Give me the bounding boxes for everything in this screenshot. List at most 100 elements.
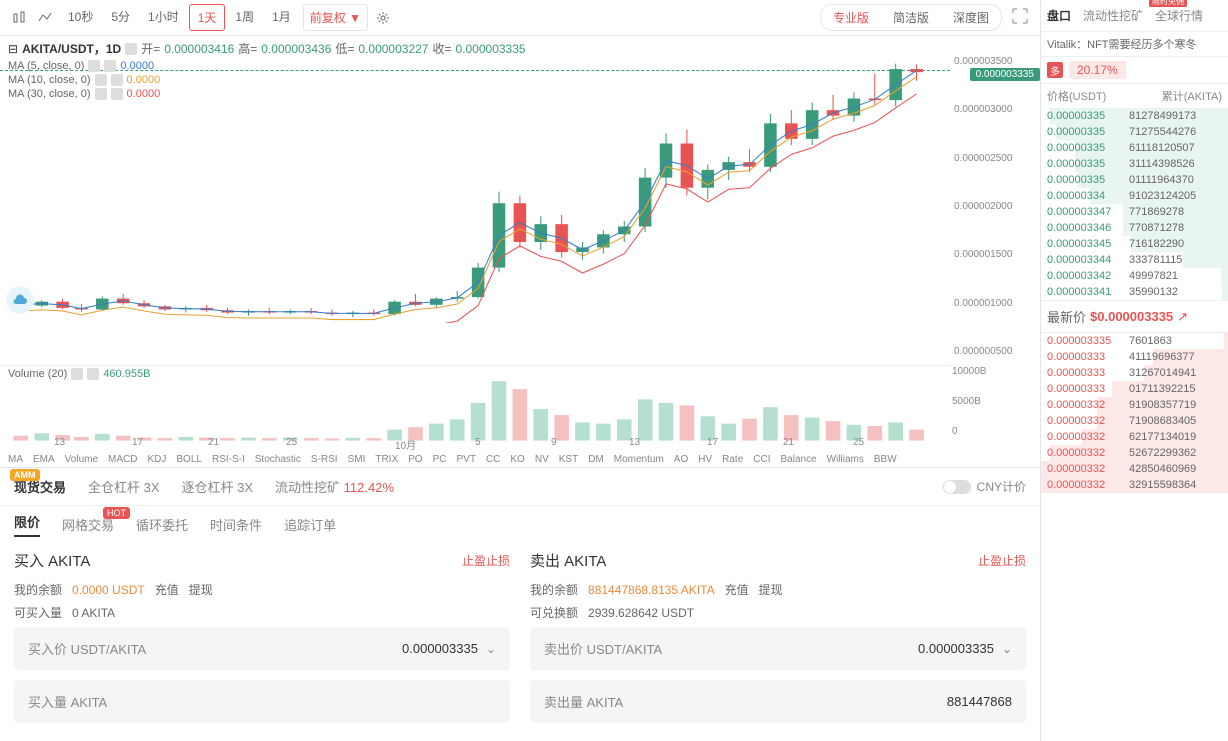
vol-close-icon[interactable] — [87, 368, 99, 380]
ob-row[interactable]: 0.0000033357601863 — [1041, 333, 1228, 349]
ob-row[interactable]: 0.0000033291908357719 — [1041, 397, 1228, 413]
ob-row[interactable]: 0.0000033501111964370 — [1041, 172, 1228, 188]
ma-settings-icon[interactable] — [95, 74, 107, 86]
ob-row[interactable]: 0.000003346770871278 — [1041, 220, 1228, 236]
indicator-TRIX[interactable]: TRIX — [375, 454, 398, 465]
ob-row[interactable]: 0.0000033561118120507 — [1041, 140, 1228, 156]
news-ticker[interactable]: Vitalik：NFT需要经历多个寒冬 — [1041, 32, 1228, 57]
sell-deposit-link[interactable]: 充值 — [725, 581, 749, 598]
ma-close-icon[interactable] — [104, 60, 116, 72]
trade-tab-0[interactable]: AMM现货交易 — [14, 477, 66, 496]
candle-icon[interactable] — [8, 7, 30, 29]
chevron-down-icon[interactable]: ⌄ — [486, 642, 496, 656]
buy-stop-link[interactable]: 止盈止损 — [462, 552, 510, 569]
volume-chart[interactable]: Volume (20) 460.955B 10000B5000B0 — [0, 365, 950, 437]
symbol-settings-icon[interactable] — [125, 43, 137, 55]
ma-close-icon[interactable] — [111, 88, 123, 100]
ob-row[interactable]: 0.000003347771869278 — [1041, 204, 1228, 220]
view-深度图[interactable]: 深度图 — [941, 5, 1001, 30]
indicator-KDJ[interactable]: KDJ — [147, 454, 166, 465]
order-tab-2[interactable]: 循环委托 — [136, 515, 188, 534]
ob-row[interactable]: 0.0000033232915598364 — [1041, 477, 1228, 493]
gear-icon[interactable] — [372, 7, 394, 29]
ob-row[interactable]: 0.0000033262177134019 — [1041, 429, 1228, 445]
indicator-PC[interactable]: PC — [433, 454, 447, 465]
indicator-Volume[interactable]: Volume — [65, 454, 98, 465]
indicator-Rate[interactable]: Rate — [722, 454, 743, 465]
fullscreen-icon[interactable] — [1012, 8, 1032, 28]
indicator-SMI[interactable]: SMI — [348, 454, 366, 465]
indicator-KO[interactable]: KO — [510, 454, 524, 465]
sell-withdraw-link[interactable]: 提现 — [759, 581, 783, 598]
trade-tab-1[interactable]: 全仓杠杆 3X — [88, 477, 160, 496]
toggle-switch[interactable] — [943, 480, 971, 494]
order-tab-1[interactable]: 网格交易HOT — [62, 515, 114, 534]
indicator-S-RSI[interactable]: S-RSI — [311, 454, 338, 465]
sell-amount-input[interactable]: 卖出量 AKITA 881447868 — [530, 680, 1026, 723]
timeframe-1小时[interactable]: 1小时 — [140, 4, 187, 31]
ma-settings-icon[interactable] — [95, 88, 107, 100]
ob-row[interactable]: 0.0000033341119696377 — [1041, 349, 1228, 365]
trade-tab-3[interactable]: 流动性挖矿 112.42% — [275, 477, 394, 496]
right-tab-2[interactable]: 全球行情 — [1149, 7, 1209, 24]
ob-row[interactable]: 0.0000033571275544276 — [1041, 124, 1228, 140]
cloud-icon[interactable] — [6, 286, 34, 314]
indicator-MA[interactable]: MA — [8, 454, 23, 465]
indicator-PO[interactable]: PO — [408, 454, 422, 465]
line-icon[interactable] — [34, 7, 56, 29]
buy-deposit-link[interactable]: 充值 — [155, 581, 179, 598]
indicator-EMA[interactable]: EMA — [33, 454, 55, 465]
indicator-AO[interactable]: AO — [674, 454, 688, 465]
timeframe-1天[interactable]: 1天 — [189, 4, 226, 31]
indicator-DM[interactable]: DM — [588, 454, 604, 465]
trade-tab-2[interactable]: 逐仓杠杆 3X — [182, 477, 254, 496]
buy-withdraw-link[interactable]: 提现 — [189, 581, 213, 598]
chart-area[interactable]: ⊟ AKITA/USDT，1D 开=0.000003416 高=0.000003… — [0, 36, 1040, 468]
indicator-MACD[interactable]: MACD — [108, 454, 137, 465]
vol-settings-icon[interactable] — [71, 368, 83, 380]
chevron-down-icon[interactable]: ⌄ — [1002, 642, 1012, 656]
adjust-select[interactable]: 前复权 ▼ — [303, 4, 368, 31]
ma-close-icon[interactable] — [111, 74, 123, 86]
ob-row[interactable]: 0.0000033271908683405 — [1041, 413, 1228, 429]
ob-row[interactable]: 0.0000033331267014941 — [1041, 365, 1228, 381]
ob-row[interactable]: 0.000003345716182290 — [1041, 236, 1228, 252]
ob-row[interactable]: 0.0000033242850460969 — [1041, 461, 1228, 477]
indicator-KST[interactable]: KST — [559, 454, 578, 465]
timeframe-5分[interactable]: 5分 — [103, 4, 138, 31]
view-简洁版[interactable]: 简洁版 — [881, 5, 941, 30]
ob-row[interactable]: 0.0000033252672299362 — [1041, 445, 1228, 461]
indicator-Balance[interactable]: Balance — [781, 454, 817, 465]
timeframe-10秒[interactable]: 10秒 — [60, 4, 101, 31]
indicator-RSI-S-I[interactable]: RSI-S-I — [212, 454, 245, 465]
ob-row[interactable]: 0.00000334135990132 — [1041, 284, 1228, 300]
ob-row[interactable]: 0.0000033301711392215 — [1041, 381, 1228, 397]
right-tab-1[interactable]: 流动性挖矿 — [1077, 7, 1149, 24]
order-tab-3[interactable]: 时间条件 — [210, 515, 262, 534]
indicator-BOLL[interactable]: BOLL — [176, 454, 202, 465]
ob-row[interactable]: 0.00000334249997821 — [1041, 268, 1228, 284]
view-专业版[interactable]: 专业版 — [821, 5, 881, 30]
ma-settings-icon[interactable] — [88, 60, 100, 72]
sell-stop-link[interactable]: 止盈止损 — [978, 552, 1026, 569]
indicator-CC[interactable]: CC — [486, 454, 500, 465]
ob-row[interactable]: 0.0000033491023124205 — [1041, 188, 1228, 204]
buy-amount-input[interactable]: 买入量 AKITA — [14, 680, 510, 723]
indicator-HV[interactable]: HV — [698, 454, 712, 465]
indicator-Momentum[interactable]: Momentum — [614, 454, 664, 465]
indicator-BBW[interactable]: BBW — [874, 454, 897, 465]
order-tab-0[interactable]: 限价 — [14, 512, 40, 537]
buy-price-input[interactable]: 买入价 USDT/AKITA 0.000003335⌄ — [14, 627, 510, 670]
indicator-Williams[interactable]: Williams — [827, 454, 864, 465]
ob-row[interactable]: 0.0000033581278499173 — [1041, 108, 1228, 124]
indicator-PVT[interactable]: PVT — [456, 454, 475, 465]
timeframe-1月[interactable]: 1月 — [264, 4, 299, 31]
indicator-Stochastic[interactable]: Stochastic — [255, 454, 301, 465]
indicator-CCI[interactable]: CCI — [753, 454, 770, 465]
indicator-NV[interactable]: NV — [535, 454, 549, 465]
right-tab-0[interactable]: 盘口 — [1041, 7, 1077, 24]
expand-icon[interactable]: ⊟ — [8, 42, 18, 56]
ob-row[interactable]: 0.000003344333781115 — [1041, 252, 1228, 268]
ob-row[interactable]: 0.0000033531114398526 — [1041, 156, 1228, 172]
cny-toggle[interactable]: CNY计价 — [943, 478, 1026, 495]
